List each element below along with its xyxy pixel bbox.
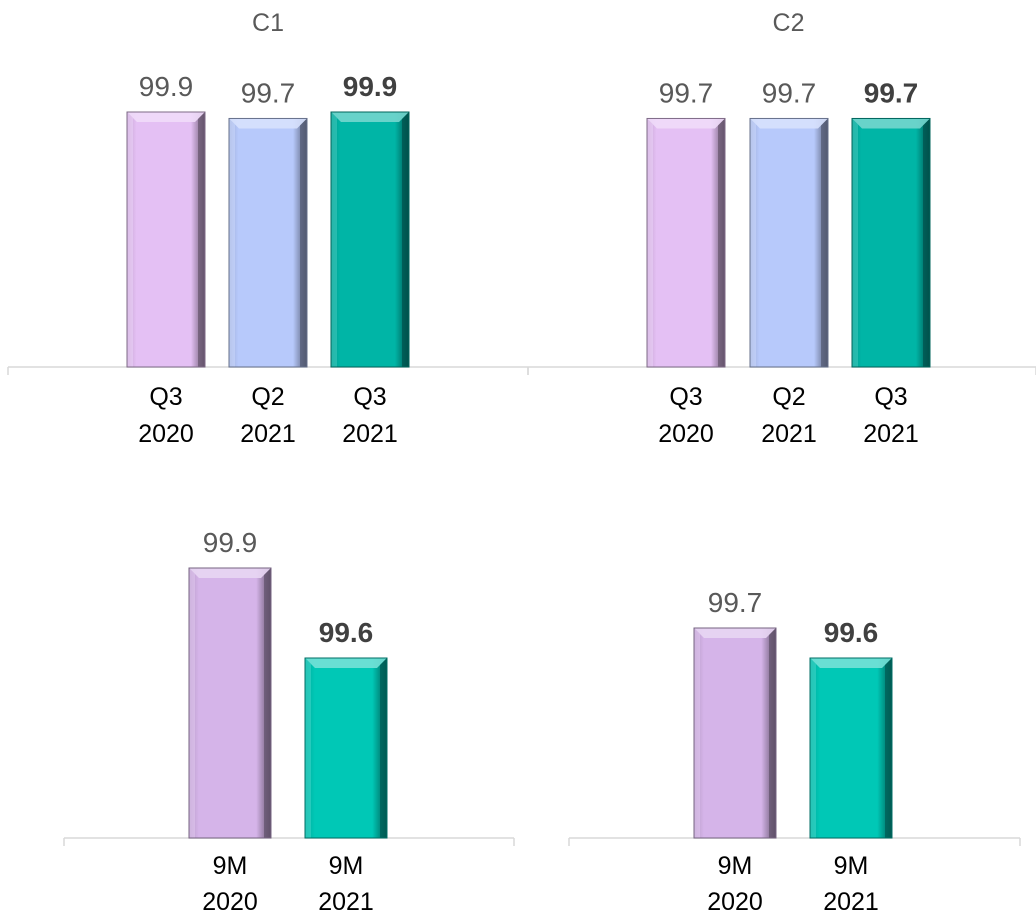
x-tick-label: 2021 xyxy=(761,420,817,448)
data-label: 99.7 xyxy=(659,77,714,108)
x-tick-label: 9M xyxy=(718,852,753,880)
chart-panel-4: 99.7 9M 2020 99.6 9M 2021 xyxy=(568,587,1021,912)
x-tick-label: Q3 xyxy=(353,383,386,411)
bar xyxy=(646,117,726,368)
bar xyxy=(749,117,829,368)
data-label: 99.9 xyxy=(343,71,398,102)
x-tick-label: 2020 xyxy=(202,888,258,912)
x-tick-label: 9M xyxy=(329,852,364,880)
bar xyxy=(330,111,410,368)
x-tick-label: 9M xyxy=(213,852,248,880)
bar xyxy=(693,627,777,839)
data-label: 99.7 xyxy=(864,77,919,108)
x-tick-label: 9M xyxy=(834,852,869,880)
x-tick-label: 2021 xyxy=(318,888,374,912)
x-tick-label: 2021 xyxy=(240,420,296,448)
x-tick-label: Q2 xyxy=(251,383,284,411)
bar xyxy=(126,111,206,368)
bar xyxy=(228,117,308,368)
data-label: 99.6 xyxy=(319,617,374,648)
chart-title: C2 xyxy=(773,9,805,37)
data-label: 99.9 xyxy=(139,71,194,102)
bar xyxy=(188,567,272,839)
data-label: 99.6 xyxy=(824,617,879,648)
bar xyxy=(851,117,931,368)
x-tick-label: Q3 xyxy=(149,383,182,411)
x-tick-label: 2021 xyxy=(823,888,879,912)
data-label: 99.7 xyxy=(708,587,763,618)
x-tick-label: 2021 xyxy=(342,420,398,448)
bar xyxy=(304,657,388,839)
x-tick-label: 2020 xyxy=(138,420,194,448)
x-tick-label: 2020 xyxy=(658,420,714,448)
data-label: 99.9 xyxy=(203,527,258,558)
bar xyxy=(809,657,893,839)
chart-title: C1 xyxy=(252,9,284,37)
chart-panel-3: 99.9 9M 2020 99.6 9M 2021 xyxy=(63,527,515,912)
data-label: 99.7 xyxy=(241,77,296,108)
chart-panel-2: C2 99.7 Q3 2020 99.7 Q2 2021 99.7 Q3 2021 xyxy=(527,9,1036,448)
data-label: 99.7 xyxy=(762,77,817,108)
x-tick-label: Q2 xyxy=(772,383,805,411)
x-tick-label: Q3 xyxy=(874,383,907,411)
x-tick-label: 2021 xyxy=(863,420,919,448)
x-tick-label: Q3 xyxy=(669,383,702,411)
chart-panel-1: C1 99.9 Q3 2020 99.7 Q2 2021 99.9 Q3 2021 xyxy=(7,9,529,448)
x-tick-label: 2020 xyxy=(707,888,763,912)
